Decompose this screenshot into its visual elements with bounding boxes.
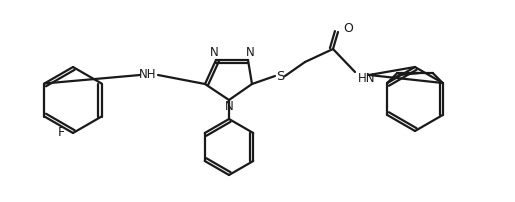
Text: N: N (246, 46, 254, 60)
Text: N: N (210, 46, 218, 60)
Text: S: S (276, 69, 284, 82)
Text: O: O (343, 21, 353, 35)
Text: N: N (225, 101, 233, 114)
Text: F: F (58, 126, 65, 140)
Text: NH: NH (139, 68, 157, 81)
Text: HN: HN (358, 73, 375, 85)
